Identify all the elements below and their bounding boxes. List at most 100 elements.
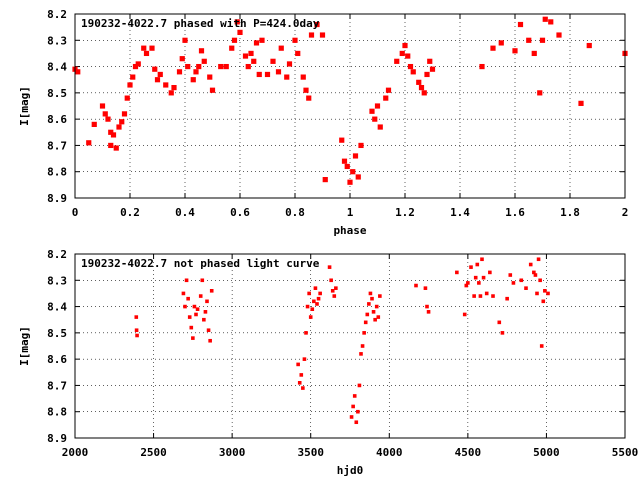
data-point	[314, 21, 320, 28]
data-point	[308, 315, 313, 319]
y-tick-label: 8.4	[47, 301, 67, 314]
data-point	[369, 108, 375, 114]
x-tick-label: 1.8	[560, 206, 580, 219]
data-point	[402, 42, 408, 49]
x-tick-label: 1.4	[450, 206, 470, 219]
plot-frame	[74, 13, 626, 199]
x-tick-label: 4500	[455, 446, 482, 459]
data-point	[491, 294, 495, 298]
data-point	[363, 320, 368, 325]
y-tick-label: 8.5	[47, 87, 67, 100]
data-point	[511, 281, 516, 285]
data-point	[185, 63, 191, 70]
data-point	[378, 294, 382, 298]
x-tick-label: 3000	[219, 446, 246, 459]
x-tick-label: 4000	[376, 446, 403, 459]
data-point	[322, 177, 328, 183]
x-tick-label: 0	[72, 206, 79, 219]
data-point	[284, 74, 290, 80]
data-point	[245, 63, 251, 70]
data-point	[407, 63, 414, 70]
data-point	[365, 312, 370, 317]
data-point	[405, 53, 411, 59]
data-point	[186, 296, 190, 301]
y-tick-label: 8.2	[47, 248, 67, 261]
data-point	[91, 121, 97, 127]
data-point	[307, 291, 311, 296]
data-point	[203, 310, 208, 314]
data-points	[134, 257, 550, 425]
y-axis-label: I[mag]	[18, 86, 31, 126]
data-point	[196, 63, 202, 70]
data-point	[578, 100, 584, 106]
data-point	[134, 315, 139, 319]
data-point	[330, 289, 335, 293]
y-tick-label: 8.9	[47, 192, 67, 205]
data-point	[300, 74, 306, 80]
data-point	[469, 265, 473, 269]
data-point	[508, 273, 513, 277]
data-point	[505, 296, 509, 301]
data-point	[191, 336, 195, 340]
data-point	[344, 163, 350, 170]
data-point	[374, 304, 379, 309]
x-tick-label: 1.6	[505, 206, 525, 219]
data-point	[414, 283, 418, 288]
data-point	[354, 420, 359, 425]
data-point	[371, 310, 376, 314]
data-point	[75, 69, 81, 75]
data-point	[168, 90, 174, 96]
data-point	[480, 257, 484, 262]
data-point	[536, 257, 541, 262]
plot-title: 190232-4022.7 phased with P=424.0day	[81, 17, 320, 30]
data-point	[189, 325, 194, 330]
x-tick-label: 0.8	[285, 206, 305, 219]
data-point	[234, 19, 240, 25]
y-tick-label: 8.2	[47, 8, 67, 21]
data-point	[542, 16, 548, 22]
data-point	[373, 317, 377, 322]
data-point	[208, 338, 212, 343]
data-point	[184, 278, 189, 283]
data-point	[368, 291, 373, 296]
data-point	[99, 103, 106, 109]
x-tick-label: 2500	[140, 446, 167, 459]
data-point	[296, 362, 300, 367]
data-point	[205, 299, 209, 304]
data-points	[72, 16, 628, 185]
data-point	[352, 394, 357, 398]
data-point	[351, 404, 355, 409]
data-point	[201, 58, 207, 64]
data-point	[110, 132, 117, 138]
data-point	[312, 299, 316, 304]
data-point	[464, 283, 469, 288]
data-point	[418, 85, 425, 91]
x-tick-label: 5500	[612, 446, 639, 459]
data-point	[127, 82, 133, 88]
data-point	[190, 77, 196, 83]
data-point	[531, 50, 537, 57]
data-point	[548, 19, 554, 25]
data-point	[318, 291, 322, 296]
data-point	[427, 58, 433, 64]
data-point	[383, 95, 389, 101]
data-point	[484, 291, 489, 296]
data-point	[105, 116, 111, 122]
data-point	[264, 71, 271, 78]
x-tick-label: 0.6	[230, 206, 250, 219]
data-point	[278, 45, 284, 51]
x-tick-label: 1.2	[395, 206, 415, 219]
data-point	[308, 32, 315, 38]
data-point	[537, 90, 543, 96]
data-point	[533, 273, 538, 277]
data-point	[152, 66, 158, 72]
plot-title: 190232-4022.7 not phased light curve	[81, 257, 320, 270]
data-point	[187, 315, 192, 319]
data-point	[183, 304, 187, 309]
data-point	[425, 304, 429, 309]
data-point	[472, 294, 476, 298]
data-point	[339, 137, 345, 143]
data-point	[429, 66, 436, 72]
data-point	[299, 373, 304, 377]
